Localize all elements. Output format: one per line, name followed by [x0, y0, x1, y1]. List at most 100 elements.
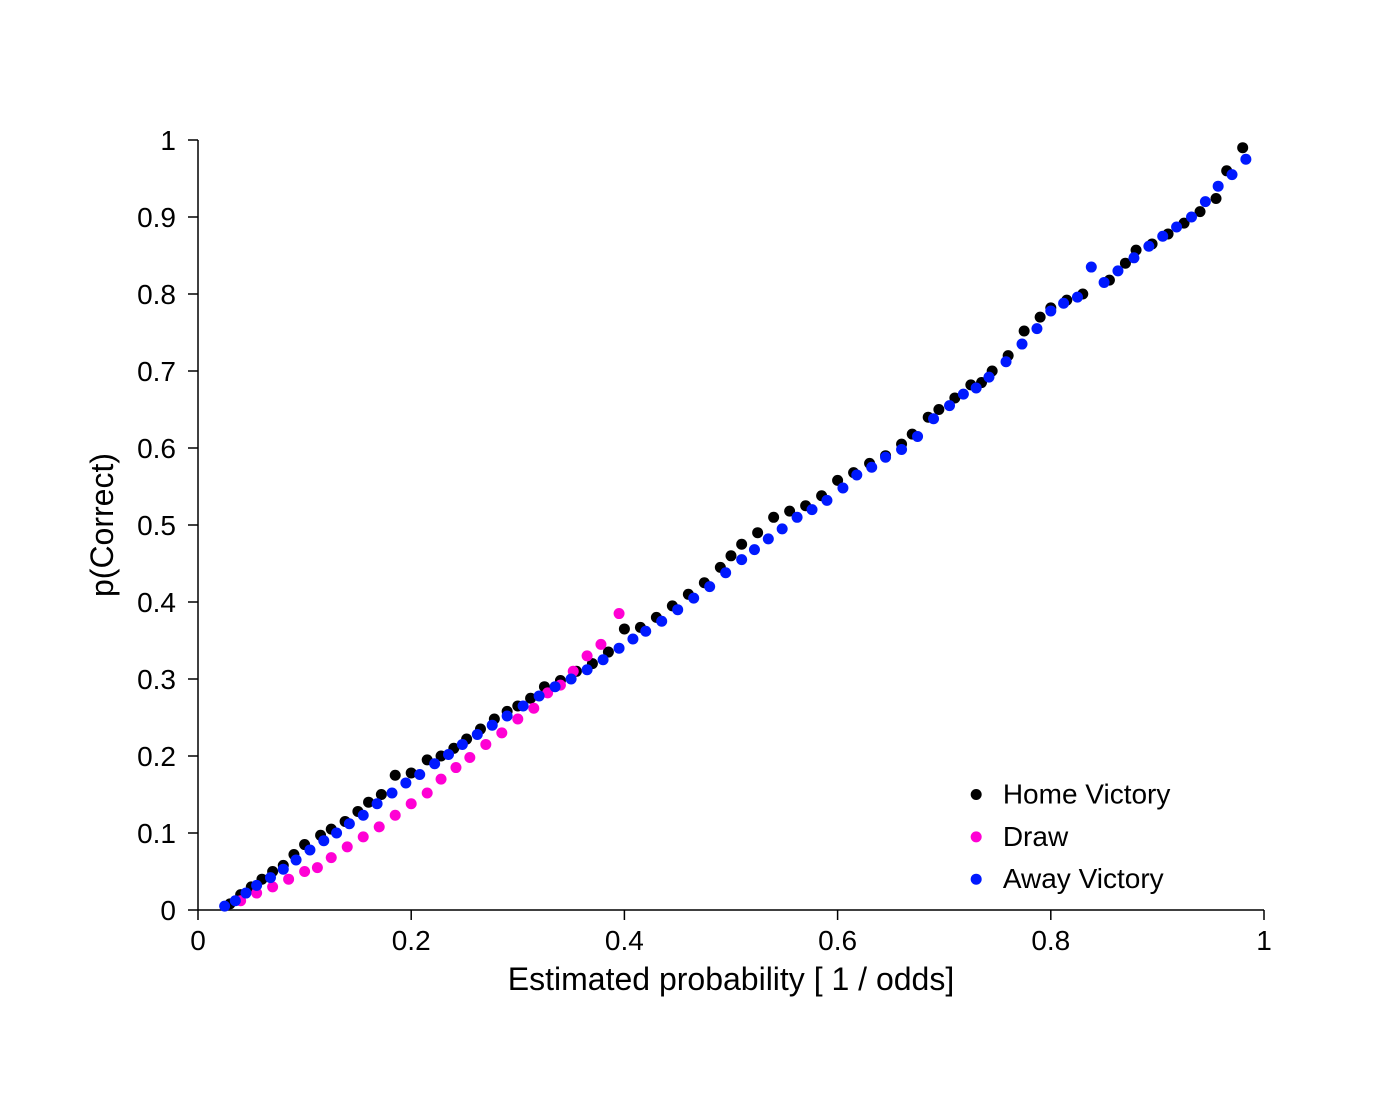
data-point	[528, 703, 539, 714]
data-point	[704, 581, 715, 592]
data-point	[1112, 265, 1123, 276]
data-point	[436, 774, 447, 785]
legend-label: Away Victory	[1003, 863, 1164, 894]
data-point	[251, 880, 262, 891]
data-point	[331, 828, 342, 839]
data-point	[464, 752, 475, 763]
data-point	[944, 400, 955, 411]
data-point	[627, 633, 638, 644]
y-tick-label: 0.5	[137, 510, 176, 541]
x-tick-label: 1	[1256, 925, 1272, 956]
data-point	[1200, 196, 1211, 207]
data-point	[1045, 305, 1056, 316]
data-point	[958, 389, 969, 400]
y-tick-label: 0.6	[137, 433, 176, 464]
legend-marker	[971, 874, 982, 885]
data-point	[1001, 356, 1012, 367]
data-point	[582, 650, 593, 661]
y-tick-label: 0.3	[137, 664, 176, 695]
x-tick-label: 0.4	[605, 925, 644, 956]
data-point	[1157, 231, 1168, 242]
data-point	[372, 798, 383, 809]
data-point	[1099, 277, 1110, 288]
data-point	[851, 469, 862, 480]
data-point	[640, 626, 651, 637]
data-point	[1186, 212, 1197, 223]
x-tick-label: 0.6	[818, 925, 857, 956]
y-tick-label: 0.4	[137, 587, 176, 618]
data-point	[390, 770, 401, 781]
chart-svg: 00.20.40.60.8100.10.20.30.40.50.60.70.80…	[0, 0, 1374, 1098]
data-point	[928, 413, 939, 424]
data-point	[1035, 312, 1046, 323]
data-point	[390, 810, 401, 821]
data-point	[736, 539, 747, 550]
data-point	[312, 862, 323, 873]
data-point	[720, 567, 731, 578]
data-point	[1128, 252, 1139, 263]
data-point	[267, 881, 278, 892]
data-point	[457, 739, 468, 750]
data-point	[1072, 292, 1083, 303]
data-point	[1171, 222, 1182, 233]
data-point	[534, 690, 545, 701]
data-point	[566, 674, 577, 685]
data-point	[752, 527, 763, 538]
data-point	[422, 787, 433, 798]
data-point	[487, 720, 498, 731]
data-point	[688, 593, 699, 604]
data-point	[837, 483, 848, 494]
data-point	[299, 866, 310, 877]
data-point	[619, 623, 630, 634]
data-point	[983, 372, 994, 383]
data-point	[807, 504, 818, 515]
data-point	[518, 700, 529, 711]
data-point	[291, 854, 302, 865]
y-tick-label: 0.8	[137, 279, 176, 310]
data-point	[344, 818, 355, 829]
data-point	[749, 544, 760, 555]
y-axis-label: p(Correct)	[84, 453, 120, 597]
data-point	[736, 554, 747, 565]
data-point	[429, 758, 440, 769]
y-tick-label: 0.9	[137, 202, 176, 233]
data-point	[614, 643, 625, 654]
data-point	[656, 616, 667, 627]
x-tick-label: 0.2	[392, 925, 431, 956]
data-point	[1058, 298, 1069, 309]
data-point	[406, 798, 417, 809]
y-tick-label: 0.7	[137, 356, 176, 387]
data-point	[374, 821, 385, 832]
legend-marker	[971, 831, 982, 842]
data-point	[896, 444, 907, 455]
data-point	[1237, 142, 1248, 153]
data-point	[387, 787, 398, 798]
data-point	[358, 810, 369, 821]
data-point	[726, 550, 737, 561]
data-point	[342, 841, 353, 852]
data-point	[582, 664, 593, 675]
data-point	[880, 452, 891, 463]
data-point	[443, 749, 454, 760]
y-tick-label: 1	[160, 125, 176, 156]
x-tick-label: 0.8	[1031, 925, 1070, 956]
data-point	[278, 864, 289, 875]
data-point	[472, 729, 483, 740]
y-tick-label: 0.1	[137, 818, 176, 849]
data-point	[450, 762, 461, 773]
legend-label: Draw	[1003, 821, 1069, 852]
data-point	[933, 404, 944, 415]
data-point	[326, 852, 337, 863]
data-point	[400, 777, 411, 788]
data-point	[1211, 193, 1222, 204]
y-tick-label: 0.2	[137, 741, 176, 772]
data-point	[672, 604, 683, 615]
legend-marker	[971, 789, 982, 800]
data-point	[550, 681, 561, 692]
data-point	[1143, 241, 1154, 252]
data-point	[496, 727, 507, 738]
data-point	[265, 872, 276, 883]
data-point	[821, 495, 832, 506]
data-point	[1213, 181, 1224, 192]
data-point	[912, 431, 923, 442]
